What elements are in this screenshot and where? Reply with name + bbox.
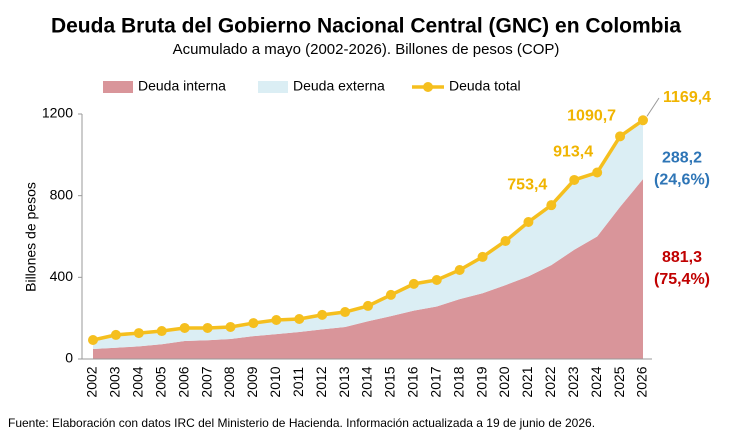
total-marker [638,115,648,126]
total-marker [317,309,328,320]
value-label: 288,2 (24,6%) [654,150,710,189]
y-tick-label: 1200 [42,105,73,121]
x-tick-label: 2007 [198,366,214,397]
total-marker [385,289,396,300]
total-marker [363,300,373,311]
total-marker [408,278,419,289]
y-tick-label: 800 [50,186,74,202]
legend-label: Deuda externa [293,78,385,94]
total-marker [615,131,626,142]
area [93,179,643,359]
legend-swatch [258,81,288,93]
x-tick-label: 2022 [542,366,558,397]
x-tick-label: 2019 [473,366,489,397]
total-marker [156,326,167,337]
x-tick-label: 2014 [359,366,375,397]
total-marker [133,328,144,339]
y-tick-label: 400 [50,268,74,284]
x-tick-label: 2020 [496,366,512,397]
x-tick-label: 2013 [336,366,352,397]
y-tick-label: 0 [65,350,73,366]
x-tick-label: 2008 [221,366,237,397]
x-tick-label: 2015 [382,366,398,397]
value-label: 913,4 [553,144,593,161]
x-tick-label: 2005 [152,366,168,397]
legend-label: Deuda total [449,78,521,94]
x-tick-label: 2024 [588,366,604,397]
x-tick-label: 2010 [267,366,283,397]
total-marker [523,217,534,228]
total-marker [592,167,603,178]
x-tick-label: 2016 [405,366,421,397]
x-tick-label: 2006 [175,366,191,397]
total-marker [225,321,236,332]
x-tick-label: 2026 [634,366,650,397]
x-tick-label: 2025 [611,366,627,397]
total-marker [179,322,190,333]
total-marker [294,313,305,324]
total-marker [271,315,282,326]
total-marker [546,200,557,211]
total-marker [477,251,488,262]
total-marker [110,329,121,340]
total-marker [248,318,259,329]
chart-subtitle: Acumulado a mayo (2002-2026). Billones d… [173,41,560,58]
x-tick-label: 2004 [130,366,146,397]
value-label: 1090,7 [567,108,616,125]
x-tick-label: 2023 [565,366,581,397]
total-marker [454,264,465,275]
legend-label: Deuda interna [138,78,226,94]
x-tick-label: 2002 [84,366,100,397]
legend-swatch [103,81,133,93]
x-tick-label: 2009 [244,366,260,397]
total-marker [500,235,511,246]
footer: Fuente: Elaboración con datos IRC del Mi… [8,416,595,430]
leader-line [646,97,660,117]
chart-title: Deuda Bruta del Gobierno Nacional Centra… [51,15,681,38]
total-marker [88,335,98,346]
value-label: 881,3 (75,4%) [654,249,710,288]
total-marker [202,322,213,333]
x-tick-label: 2003 [107,366,123,397]
x-tick-label: 2011 [290,367,306,397]
total-marker [340,307,351,318]
x-tick-label: 2012 [313,366,329,397]
y-axis-label: Billones de pesos [23,182,39,292]
total-marker [569,174,580,185]
legend-swatch [423,82,433,92]
total-marker [431,274,442,285]
x-tick-label: 2021 [519,366,535,397]
area [93,120,643,349]
x-tick-label: 2017 [427,366,443,397]
value-label: 1169,4 [663,89,711,106]
value-label: 753,4 [507,176,547,193]
x-tick-label: 2018 [450,366,466,397]
